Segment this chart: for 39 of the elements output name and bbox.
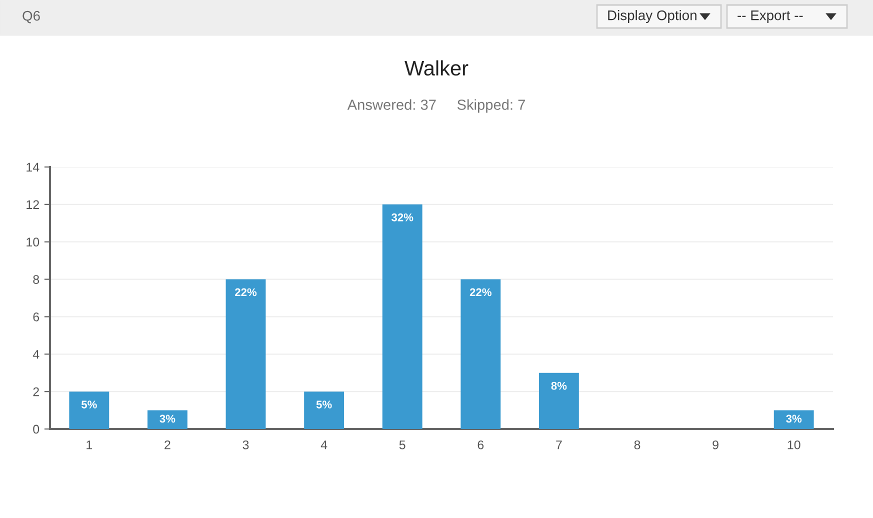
x-tick-label: 8 [634,440,640,450]
text: -- Export -- [738,10,803,23]
x-tick-label: 3 [242,440,249,450]
chart-title: Walker [404,60,468,76]
annotation: 32% [391,213,414,222]
x-tick-label: 4 [320,440,328,450]
y-tick-label: 10 [26,238,40,247]
bar [774,410,814,429]
annotation: 5% [316,400,332,408]
y-tick-label: 4 [32,350,40,359]
annotation: 3% [786,414,802,423]
x-tick-label: 1 [86,440,92,450]
chart-subtitle: Answered: 37 Skipped: 7 [347,99,525,113]
bar [147,410,188,429]
bar [538,372,579,429]
bar [304,392,344,429]
annotation: 3% [160,414,176,423]
y-tick-label: 8 [33,275,40,284]
x-tick-label: 9 [712,440,718,450]
annotation: 5% [81,400,97,408]
bar [382,204,422,429]
bar [460,279,501,429]
y-tick-label: 2 [33,387,39,396]
y-tick-label: 0 [33,424,40,434]
x-tick-label: 7 [556,440,562,450]
x-tick-label: 10 [788,440,800,450]
x-tick-label: 5 [399,440,406,450]
annotation: 22% [235,288,257,296]
y-tick-label: 6 [33,312,40,322]
bar [226,279,266,429]
y-tick-label: 14 [26,162,40,172]
text: Q6 [22,10,40,24]
text: Display Option [608,10,696,23]
annotation: 22% [470,288,492,296]
y-tick-label: 12 [26,200,39,209]
bar [69,392,110,429]
annotation: 8% [551,382,567,390]
x-tick-label: 2 [164,440,170,450]
x-tick-label: 6 [478,440,484,450]
